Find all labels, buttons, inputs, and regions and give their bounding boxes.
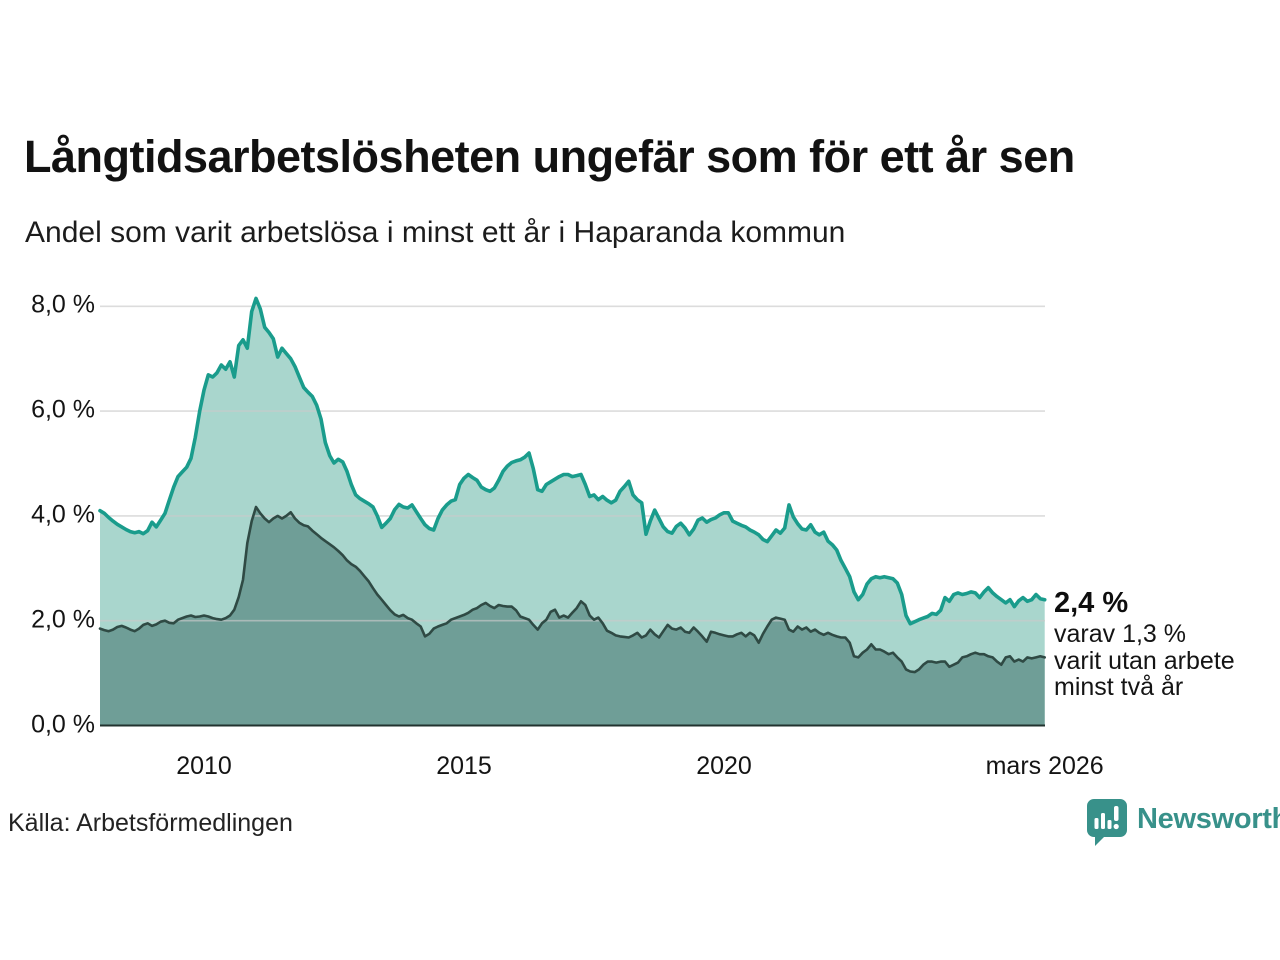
y-tick-4: 4,0 % xyxy=(31,500,95,529)
annotation-line-3: minst två år xyxy=(1054,673,1184,701)
latest-value-annotation: 2,4 % varav 1,3 % varit utan arbete mins… xyxy=(1054,585,1274,701)
y-tick-0: 0,0 % xyxy=(31,709,95,738)
series-line-minst-ett-ar xyxy=(98,296,1047,626)
series-line-minst-tva-ar xyxy=(98,505,1046,674)
newsworthy-brand: Newsworthy xyxy=(1086,798,1280,846)
annotation-line-2: varit utan arbete xyxy=(1054,646,1235,675)
series-area-minst-tva-ar xyxy=(100,507,1045,726)
x-tick-2015: 2015 xyxy=(436,752,492,780)
source-caption: Källa: Arbetsförmedlingen xyxy=(8,809,293,837)
newsworthy-wordmark: Newsworthy xyxy=(1137,803,1280,835)
annotation-line-1: varav 1,3 % xyxy=(1054,620,1187,648)
page-subtitle: Andel som varit arbetslösa i minst ett å… xyxy=(25,216,846,249)
latest-value: 2,4 % xyxy=(1054,587,1129,619)
x-tick-mars-2026: mars 2026 xyxy=(985,752,1104,780)
y-tick-6: 6,0 % xyxy=(31,395,95,424)
y-tick-2: 2,0 % xyxy=(31,605,95,634)
y-tick-8: 8,0 % xyxy=(31,290,95,319)
newsworthy-logo-icon xyxy=(1087,799,1127,846)
page-title: Långtidsarbetslösheten ungefär som för e… xyxy=(24,131,1075,182)
x-tick-2020: 2020 xyxy=(696,752,752,780)
x-tick-2010: 2010 xyxy=(176,752,232,780)
